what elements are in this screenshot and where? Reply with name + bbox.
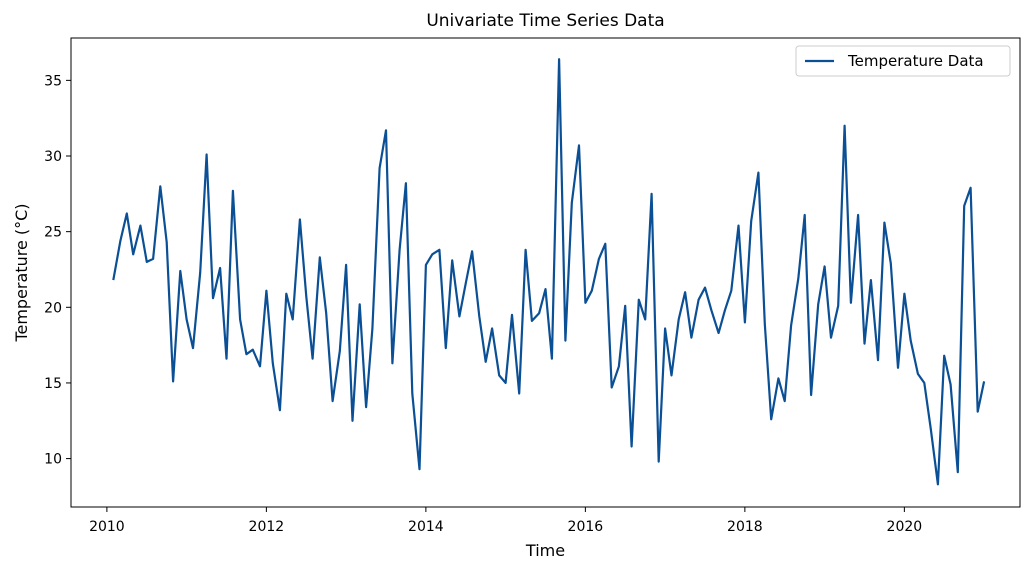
legend: Temperature Data bbox=[795, 45, 1011, 77]
x-tick-label: 2016 bbox=[568, 519, 604, 535]
series-layer bbox=[112, 58, 986, 486]
y-tick-label: 35 bbox=[44, 73, 62, 89]
chart-title: Univariate Time Series Data bbox=[426, 11, 664, 31]
x-tick-label: 2012 bbox=[249, 519, 285, 535]
y-tick-label: 25 bbox=[44, 225, 62, 241]
y-tick-label: 30 bbox=[44, 149, 62, 165]
y-axis-label: Temperature (°C) bbox=[12, 203, 31, 342]
legend-box bbox=[795, 45, 1011, 77]
y-tick-label: 10 bbox=[44, 452, 62, 468]
x-tick-label: 2020 bbox=[887, 519, 923, 535]
x-axis-label: Time bbox=[525, 541, 565, 560]
y-tick-label: 15 bbox=[44, 376, 62, 392]
y-tick-label: 20 bbox=[44, 300, 62, 316]
x-tick-label: 2018 bbox=[727, 519, 763, 535]
legend-label: Temperature Data bbox=[847, 52, 984, 70]
series-line-temperature bbox=[112, 58, 986, 486]
x-tick-label: 2014 bbox=[408, 519, 444, 535]
x-tick-label: 2010 bbox=[89, 519, 125, 535]
x-axis-ticks: 2010 2012 2014 2016 2018 2020 bbox=[89, 507, 922, 535]
y-axis-ticks: 10 15 20 25 30 35 bbox=[44, 73, 71, 468]
plot-frame bbox=[70, 37, 1021, 508]
